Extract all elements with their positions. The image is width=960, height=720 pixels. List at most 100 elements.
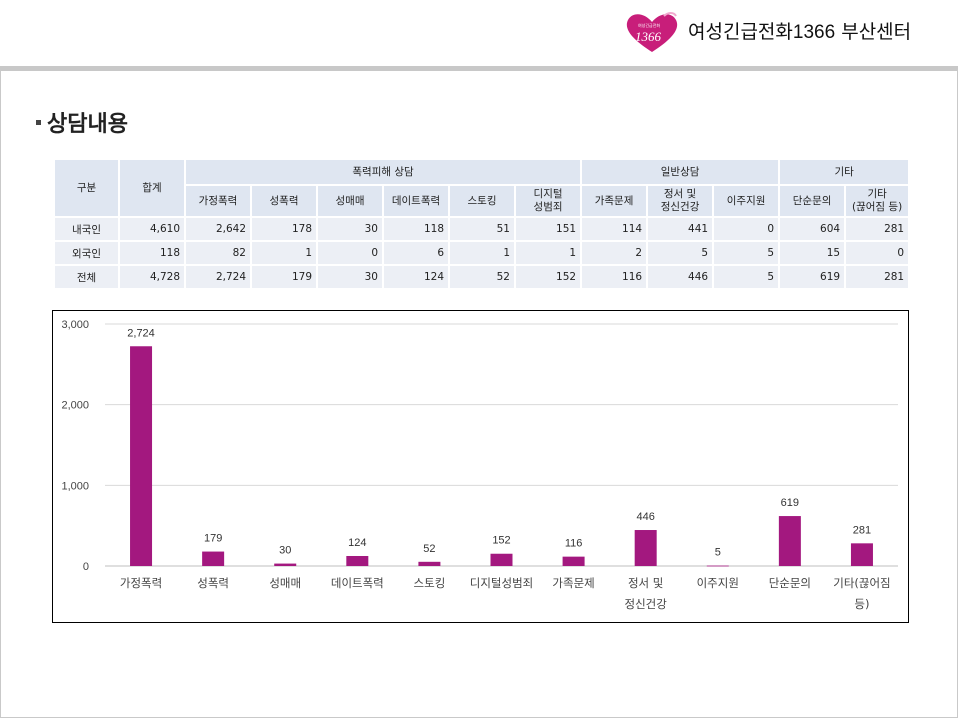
logo-small-text: 여성긴급전화 [638,22,660,28]
table-cell: 30 [316,216,384,242]
subheader-line: 디지털 [533,188,563,200]
data-label: 152 [492,535,510,547]
table-cell: 51 [448,216,516,242]
center-logo: 여성긴급전화 1366 [626,12,678,53]
category-label: 가족문제 [552,576,594,590]
subheader-line: (끊어짐 등) [852,201,903,213]
bar-chart: 0 1,000 2,000 3,000 2,724 가정폭력 179 성폭력 30 성매매 124 데… [52,310,909,623]
stats-table: 구분 합계 폭력피해 상담 일반상담 기타 가정폭력 성폭력 성매매 데이트폭력 스토킹… [53,158,911,290]
bar [778,516,801,566]
header-total-label: 합계 [118,158,186,218]
logo-number-text: 1366 [635,29,662,44]
subheader-cell: 성매매 [316,184,384,218]
table-cell: 281 [844,264,911,290]
category-label: 디지털성범죄 [470,576,533,590]
table-cell: 5 [712,240,781,266]
table-cell: 6 [382,240,450,266]
chart-svg: 0 1,000 2,000 3,000 2,724 가정폭력 179 성폭력 30 성매매 124 데… [61,319,898,611]
subheader-cell: 데이트폭력 [382,184,450,218]
category-label: 단순문의 [769,576,811,590]
table-row: 전체 4,728 2,724 179 30 124 52 152 116 446 5 619 281 [53,264,911,290]
table-cell: 4,610 [118,216,186,242]
table-cell: 2,724 [184,264,252,290]
table-subheader-row: 가정폭력 성폭력 성매매 데이트폭력 스토킹 디지털 성범죄 가족문제 정서 및 정신건강 이주지원… [54,184,911,218]
subheader-cell: 디지털 성범죄 [513,184,583,218]
subheader-line: 가정폭력 [198,194,238,207]
table-cell: 604 [778,216,847,242]
title-bullet [36,119,41,125]
table-cell: 441 [646,216,715,242]
subheader-cell: 이주지원 [712,184,781,218]
data-label: 52 [423,543,435,555]
row-label: 외국인 [53,240,120,266]
table-cell: 118 [118,240,186,266]
subheader-line: 이주지원 [726,194,766,207]
data-label: 281 [853,524,871,536]
center-name-prefix: 여성긴급전화 [688,21,793,43]
data-label: 446 [637,511,655,523]
bar [490,553,513,566]
table-cell: 116 [580,264,649,290]
subheader-cell: 성폭력 [250,184,318,218]
subheader-line: 데이트폭력 [391,194,441,207]
center-name: 여성긴급전화1366 부산센터 [688,17,911,44]
center-name-suffix: 부산센터 [835,21,912,43]
bar [202,551,225,566]
table-cell: 5 [712,264,781,290]
y-tick-label: 2,000 [61,400,89,412]
subheader-cell: 정서 및 정신건강 [646,184,715,218]
data-label: 30 [279,545,291,557]
table-cell: 178 [250,216,318,242]
table-cell: 1 [448,240,516,266]
table-cell: 0 [712,216,781,242]
category-label: 정신건강 [625,597,668,611]
data-label: 5 [715,547,721,559]
subheader-cell: 가족문제 [580,184,649,218]
row-label: 전체 [53,264,120,290]
table-cell: 1 [513,240,583,266]
table-cell: 281 [844,216,911,242]
category-label: 성폭력 [197,576,229,590]
table-cell: 30 [316,264,384,290]
bar [274,563,297,566]
table-body: 내국인 4,610 2,642 178 30 118 51 151 114 441 0 604 281 외… [53,216,911,290]
subheader-cell: 가정폭력 [184,184,252,218]
category-label: 정서 및 [628,576,663,590]
subheader-line: 성폭력 [269,194,299,207]
table-cell: 151 [513,216,583,242]
bar [634,530,657,566]
subheader-cell: 기타 (끊어짐 등) [844,184,911,218]
table-cell: 446 [646,264,715,290]
category-label: 이주지원 [697,576,739,590]
subheader-line: 단순문의 [792,194,832,207]
table-cell: 15 [778,240,847,266]
subheader-line: 기타 [867,188,887,200]
category-label: 스토킹 [414,576,446,590]
subheader-line: 가족문제 [594,194,634,207]
header-other-group: 기타 [778,158,911,186]
data-label: 2,724 [127,327,155,339]
bar [706,565,729,567]
subheader-cell: 스토킹 [448,184,516,218]
y-tick-label: 1,000 [61,480,89,492]
table-cell: 4,728 [118,264,186,290]
data-label: 619 [781,497,799,509]
table-cell: 179 [250,264,318,290]
table-cell: 0 [316,240,384,266]
table-cell: 124 [382,264,450,290]
bar [850,543,873,566]
table-cell: 2 [580,240,649,266]
subheader-line: 정신건강 [660,201,700,213]
category-label: 등) [854,597,869,611]
table-cell: 619 [778,264,847,290]
y-tick-label: 0 [83,561,89,573]
table-cell: 0 [844,240,911,266]
table-cell: 1 [250,240,318,266]
y-tick-label: 3,000 [61,319,89,331]
subheader-line: 성범죄 [533,201,563,213]
table-cell: 152 [513,264,583,290]
section-title-text: 상담내용 [47,112,128,137]
data-label: 116 [565,538,583,550]
header-general-group: 일반상담 [580,158,781,186]
category-label: 기타(끊어짐 [833,576,890,590]
